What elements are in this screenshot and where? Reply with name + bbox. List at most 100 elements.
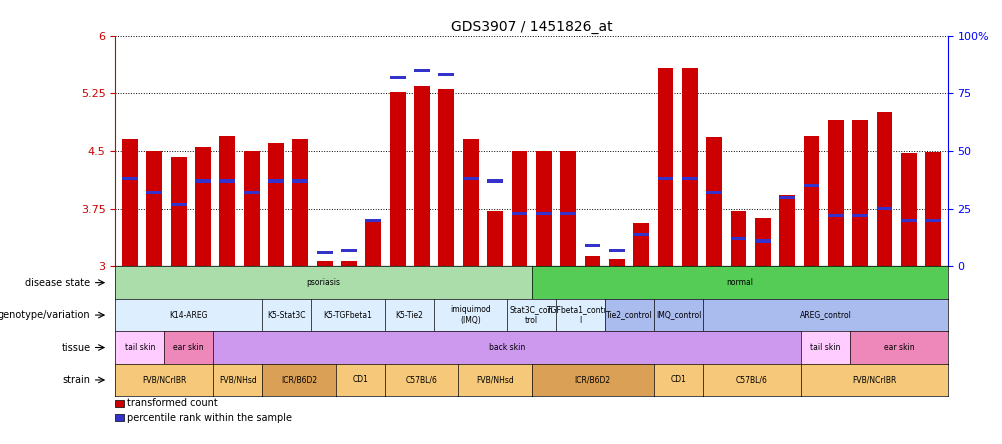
Bar — [925, 152, 940, 266]
Bar — [681, 68, 697, 266]
Bar — [925, 219, 940, 222]
Bar — [584, 256, 600, 266]
Bar — [705, 137, 721, 266]
Bar — [900, 219, 916, 222]
Bar — [657, 177, 672, 180]
Text: K5-Stat3C: K5-Stat3C — [268, 310, 306, 320]
Bar — [122, 177, 137, 180]
Text: CD1: CD1 — [352, 376, 368, 385]
Text: CD1: CD1 — [670, 376, 685, 385]
Bar — [243, 151, 260, 266]
Bar — [194, 179, 210, 182]
Text: disease state: disease state — [25, 278, 90, 288]
Text: tail skin: tail skin — [810, 343, 840, 352]
Text: genotype/variation: genotype/variation — [0, 310, 90, 320]
Bar — [584, 244, 600, 247]
Text: FVB/NHsd: FVB/NHsd — [476, 376, 513, 385]
Bar — [414, 69, 430, 71]
Bar — [146, 191, 162, 194]
Bar — [268, 179, 284, 182]
Bar — [341, 261, 357, 266]
Bar — [487, 211, 502, 266]
Bar — [243, 191, 260, 194]
Bar — [462, 177, 478, 180]
Bar — [608, 259, 624, 266]
Bar — [827, 214, 843, 217]
Bar — [632, 222, 648, 266]
Bar — [681, 177, 697, 180]
Text: IMQ_control: IMQ_control — [655, 310, 700, 320]
Bar — [511, 212, 527, 215]
Bar — [803, 184, 819, 187]
Text: FVB/NCrIBR: FVB/NCrIBR — [142, 376, 186, 385]
Bar — [170, 202, 186, 206]
Bar — [438, 73, 454, 76]
Title: GDS3907 / 1451826_at: GDS3907 / 1451826_at — [450, 20, 612, 35]
Bar — [487, 179, 502, 182]
Bar — [219, 135, 235, 266]
Bar — [729, 237, 745, 240]
Bar — [390, 75, 405, 79]
Text: AREG_control: AREG_control — [799, 310, 851, 320]
Bar — [462, 139, 478, 266]
Bar — [608, 249, 624, 252]
Text: Tie2_control: Tie2_control — [605, 310, 652, 320]
Text: normal: normal — [725, 278, 753, 287]
Text: TGFbeta1_control
l: TGFbeta1_control l — [546, 305, 614, 325]
Text: imiquimod
(IMQ): imiquimod (IMQ) — [450, 305, 490, 325]
Text: K14-AREG: K14-AREG — [169, 310, 207, 320]
Bar — [390, 92, 405, 266]
Bar — [755, 218, 770, 266]
Text: Stat3C_con
trol: Stat3C_con trol — [509, 305, 553, 325]
Bar — [317, 251, 333, 254]
Bar — [317, 261, 333, 266]
Bar — [115, 400, 124, 407]
Bar — [755, 239, 770, 242]
Bar — [876, 112, 892, 266]
Bar — [632, 233, 648, 236]
Bar — [852, 120, 868, 266]
Text: back skin: back skin — [489, 343, 525, 352]
Text: FVB/NHsd: FVB/NHsd — [218, 376, 257, 385]
Bar — [341, 249, 357, 252]
Text: FVB/NCrIBR: FVB/NCrIBR — [852, 376, 896, 385]
Text: percentile rank within the sample: percentile rank within the sample — [127, 413, 293, 423]
Text: K5-Tie2: K5-Tie2 — [395, 310, 423, 320]
Text: C57BL/6: C57BL/6 — [735, 376, 768, 385]
Bar — [535, 212, 551, 215]
Bar — [705, 191, 721, 194]
Bar — [779, 196, 795, 198]
Text: psoriasis: psoriasis — [307, 278, 340, 287]
Bar — [115, 414, 124, 421]
Bar — [852, 214, 868, 217]
Bar — [414, 86, 430, 266]
Bar — [219, 179, 235, 182]
Bar — [146, 151, 162, 266]
Text: ear skin: ear skin — [173, 343, 204, 352]
Text: transformed count: transformed count — [127, 398, 217, 408]
Bar — [194, 147, 210, 266]
Bar — [365, 219, 381, 266]
Bar — [293, 139, 308, 266]
Bar — [803, 135, 819, 266]
Text: ICR/B6D2: ICR/B6D2 — [574, 376, 610, 385]
Bar — [511, 151, 527, 266]
Text: tissue: tissue — [61, 342, 90, 353]
Bar — [560, 151, 575, 266]
Bar — [122, 139, 137, 266]
Bar — [438, 89, 454, 266]
Bar — [293, 179, 308, 182]
Bar — [657, 68, 672, 266]
Text: ear skin: ear skin — [883, 343, 913, 352]
Text: C57BL/6: C57BL/6 — [405, 376, 437, 385]
Text: strain: strain — [62, 375, 90, 385]
Bar — [779, 195, 795, 266]
Bar — [900, 153, 916, 266]
Bar — [876, 207, 892, 210]
Bar — [729, 211, 745, 266]
Bar — [268, 143, 284, 266]
Bar — [365, 219, 381, 222]
Bar — [560, 212, 575, 215]
Bar — [827, 120, 843, 266]
Text: tail skin: tail skin — [124, 343, 155, 352]
